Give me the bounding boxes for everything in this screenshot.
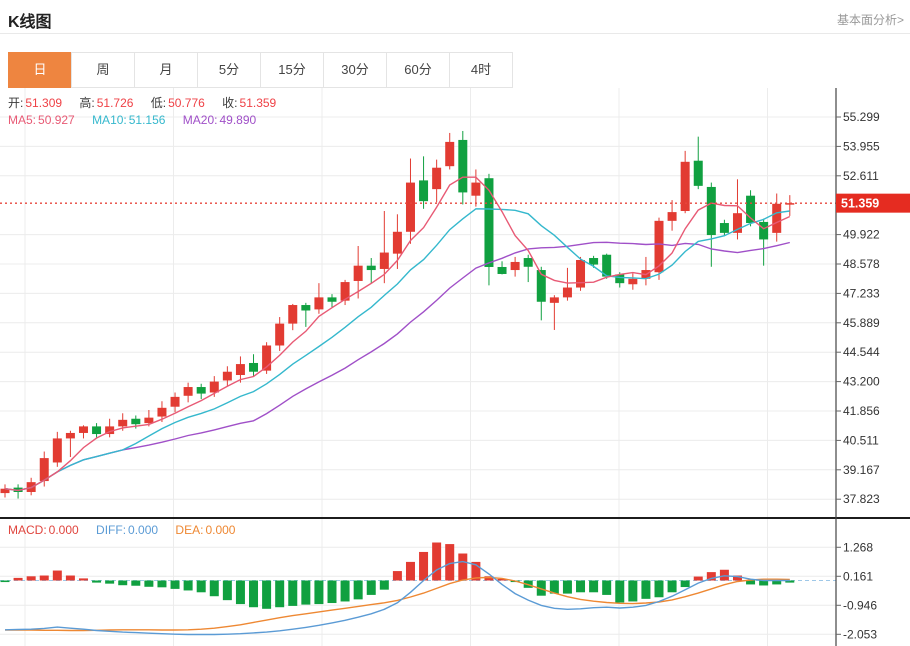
ma10-value: 51.156 (128, 113, 166, 127)
diff-label: DIFF: (96, 523, 127, 537)
svg-text:40.511: 40.511 (843, 433, 879, 447)
svg-text:39.167: 39.167 (843, 463, 880, 477)
macd-value: 0.000 (48, 523, 79, 537)
open-value: 51.309 (25, 96, 63, 110)
tab-30分[interactable]: 30分 (323, 52, 387, 88)
tab-4时[interactable]: 4时 (449, 52, 513, 88)
ma10-line (4, 208, 790, 492)
current-price-badge (836, 193, 910, 213)
svg-text:41.856: 41.856 (843, 404, 880, 418)
tab-60分[interactable]: 60分 (386, 52, 450, 88)
dea-value: 0.000 (205, 523, 236, 537)
ma20-value: 49.890 (219, 113, 257, 127)
tab-月[interactable]: 月 (134, 52, 198, 88)
candles-layer (0, 130, 795, 499)
svg-text:1.268: 1.268 (843, 540, 873, 554)
ma5-value: 50.927 (38, 113, 75, 127)
svg-text:45.889: 45.889 (843, 316, 880, 330)
ma5-line (4, 176, 791, 492)
macd-panel-border (0, 517, 910, 519)
macd-label: MACD: (8, 523, 47, 537)
fundamental-analysis-link[interactable]: 基本面分析> (836, 13, 904, 27)
interval-tabbar: 日周月 5分 15分 30分 60分 4时 (8, 52, 513, 88)
price-axis-labels: 55.299 53.955 52.611 49.922 48.578 47.233 45.8… (836, 110, 880, 641)
current-price-value: 51.359 (841, 197, 879, 211)
close-value: 51.359 (239, 96, 277, 110)
svg-text:49.922: 49.922 (843, 228, 880, 242)
high-label: 高: (79, 96, 95, 110)
dea-label: DEA: (175, 523, 204, 537)
price-gridlines (0, 88, 836, 646)
diff-line (4, 560, 790, 636)
close-label: 收: (222, 96, 238, 110)
tab-15分[interactable]: 15分 (260, 52, 324, 88)
open-label: 开: (8, 96, 24, 110)
svg-text:-0.946: -0.946 (843, 598, 877, 612)
tab-5分[interactable]: 5分 (197, 52, 261, 88)
svg-text:0.161: 0.161 (843, 569, 873, 583)
svg-text:47.233: 47.233 (843, 286, 880, 300)
macd-histogram (0, 542, 795, 609)
svg-text:-2.053: -2.053 (843, 627, 877, 641)
svg-text:43.200: 43.200 (843, 375, 880, 389)
ma10-label: MA10: (92, 113, 127, 127)
header-divider (0, 33, 910, 34)
svg-text:53.955: 53.955 (843, 139, 880, 153)
page-title: K线图 (8, 14, 52, 31)
ohlc-legend: 开: 51.309 高: 51.726 低: 50.776 收: 51.359 (8, 94, 278, 111)
svg-text:48.578: 48.578 (843, 257, 880, 271)
svg-text:55.299: 55.299 (843, 110, 880, 124)
low-value: 50.776 (168, 96, 205, 110)
tab-日[interactable]: 日 (8, 52, 72, 88)
svg-text:44.544: 44.544 (843, 345, 880, 359)
low-label: 低: (150, 96, 167, 110)
diff-value: 0.000 (128, 523, 159, 537)
macd-legend: MACD: 0.000 DIFF: 0.000 DEA: 0.000 (8, 523, 237, 537)
ma5-label: MA5: (8, 113, 37, 127)
ma-legend: MA5: 50.927 MA10: 51.156 MA20: 49.890 (8, 113, 258, 127)
svg-text:52.611: 52.611 (843, 169, 879, 183)
tab-周[interactable]: 周 (71, 52, 135, 88)
svg-text:37.823: 37.823 (843, 492, 880, 506)
ma20-line (4, 241, 790, 492)
high-value: 51.726 (96, 96, 134, 110)
ma20-label: MA20: (182, 113, 218, 127)
